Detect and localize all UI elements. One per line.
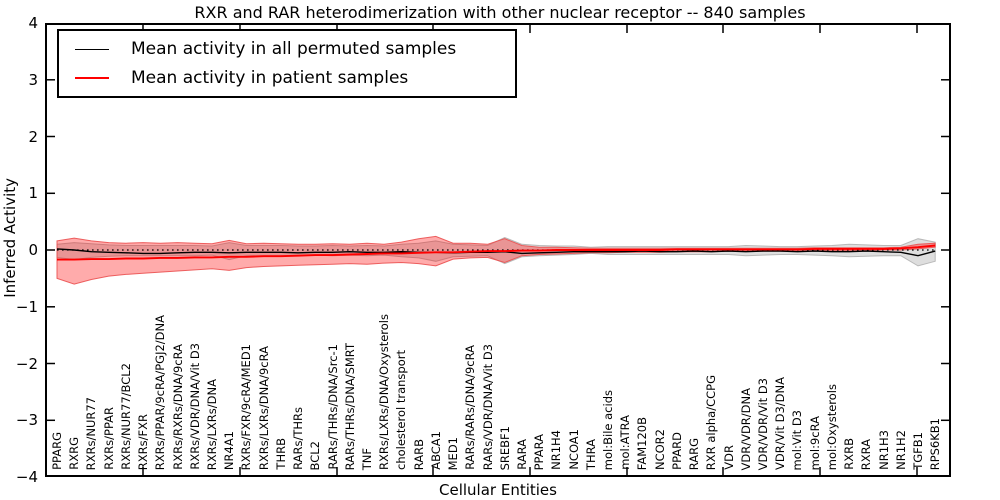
x-tick-label: mol:Bile acids <box>601 389 616 470</box>
x-tick-label: THRA <box>583 438 598 470</box>
x-tick-label: PPARG <box>50 432 64 470</box>
x-tick-label: VDR/VDR/Vit D3 <box>756 377 771 470</box>
x-tick-label: RXRA <box>859 438 874 470</box>
x-tick-label: RARs/THRs/DNA/Src-1 <box>325 344 340 470</box>
y-axis-label: Inferred Activity <box>1 178 19 298</box>
x-tick-label: RXRs/PPAR <box>101 407 116 470</box>
x-tick-label: VDR/Vit D3/DNA <box>773 377 788 470</box>
x-tick-label: RXRs/FXR <box>136 413 151 470</box>
x-tick-label: NR1H2 <box>893 430 908 470</box>
y-tick-label: −3 <box>15 411 38 430</box>
x-tick-label: NCOR2 <box>652 429 667 470</box>
x-tick-label: PPARD <box>669 432 684 470</box>
x-tick-label: RXRs/VDR/DNA/Vit D3 <box>187 343 202 470</box>
patient-band <box>56 235 936 285</box>
chart-title: RXR and RAR heterodimerization with othe… <box>194 3 806 22</box>
plot-area <box>45 23 951 477</box>
x-tick-label: mol:9cRA <box>807 415 822 470</box>
x-tick-label: RARs/RARs/DNA/9cRA <box>463 345 478 470</box>
x-tick-label: FAM120B <box>635 416 650 470</box>
x-tick-label: RARs/THRs/DNA/SMRT <box>342 342 357 470</box>
x-tick-label: RXRs/PPAR/9cRA/PGJ2/DNA <box>153 314 168 470</box>
y-tick-label: −2 <box>15 354 38 373</box>
patient-line <box>57 244 936 261</box>
tick-marks <box>47 23 949 477</box>
x-tick-label: RXRG <box>67 437 82 470</box>
x-tick-label: NR4A1 <box>222 430 237 470</box>
x-tick-label: PPARA <box>532 433 547 470</box>
x-tick-label: RXRB <box>842 438 857 470</box>
x-axis-label: Cellular Entities <box>439 481 557 499</box>
legend-item-patient: Mean activity in patient samples <box>75 68 515 88</box>
x-tick-label: SREBF1 <box>497 425 512 470</box>
x-tick-label: BCL2 <box>308 440 323 470</box>
x-tick-label: mol:ATRA <box>618 415 633 470</box>
x-tick-label: RXRs/LXRs/DNA/9cRA <box>256 345 271 470</box>
y-tick-label: −4 <box>15 468 38 486</box>
x-tick-label: NR1H3 <box>876 430 891 470</box>
x-tick-label: RXR alpha/CCPG <box>704 374 719 470</box>
x-tick-label: mol:Oxysterols <box>824 383 839 470</box>
legend: Mean activity in all permuted samples Me… <box>57 29 517 98</box>
x-tick-label: RXRs/FXR/9cRA/MED1 <box>239 343 254 470</box>
x-tick-label: RXRs/NUR77/BCL2 <box>118 363 133 470</box>
x-tick-label: RPS6KB1 <box>928 417 943 470</box>
x-tick-label: MED1 <box>446 436 461 470</box>
x-tick-label: RXRs/LXRs/DNA/Oxysterols <box>377 313 392 470</box>
x-tick-label: ABCA1 <box>428 431 443 470</box>
x-tick-label: RXRs/RXRs/DNA/9cRA <box>170 344 185 470</box>
permuted-line-swatch-icon <box>75 48 109 50</box>
x-tick-label: THRB <box>273 438 288 470</box>
legend-label-patient: Mean activity in patient samples <box>131 67 409 88</box>
x-tick-label: cholesterol transport <box>394 350 409 470</box>
x-tick-label: RARG <box>687 437 702 470</box>
x-tick-label: TGFB1 <box>911 432 925 470</box>
patient-line-swatch-icon <box>75 76 109 79</box>
y-tick-label: 2 <box>28 127 38 146</box>
legend-item-permuted: Mean activity in all permuted samples <box>75 39 515 59</box>
legend-label-permuted: Mean activity in all permuted samples <box>131 39 457 60</box>
x-tick-label: RARA <box>514 439 529 470</box>
x-tick-label: RXRs/NUR77 <box>84 396 99 470</box>
y-tick-label: 0 <box>28 241 38 259</box>
x-tick-label: RARs/VDR/DNA/Vit D3 <box>480 343 495 470</box>
x-tick-label: RARs/THRs <box>291 407 306 470</box>
x-tick-label: mol:Vit D3 <box>790 409 805 470</box>
plot-border <box>45 23 951 477</box>
y-tick-label: −1 <box>15 297 38 316</box>
x-tick-label: NR1H4 <box>549 430 564 470</box>
x-tick-label: VDR/VDR/DNA <box>738 387 753 471</box>
y-tick-label: 4 <box>28 14 38 32</box>
y-tick-label: 3 <box>28 70 38 89</box>
x-tick-label: RARB <box>411 438 426 470</box>
x-tick-label: VDR <box>721 445 736 470</box>
x-tick-label: NCOA1 <box>566 429 581 470</box>
y-tick-label: 1 <box>28 184 38 203</box>
x-tick-label: TNF <box>359 447 374 470</box>
x-tick-label: RXRs/LXRs/DNA <box>204 378 219 470</box>
